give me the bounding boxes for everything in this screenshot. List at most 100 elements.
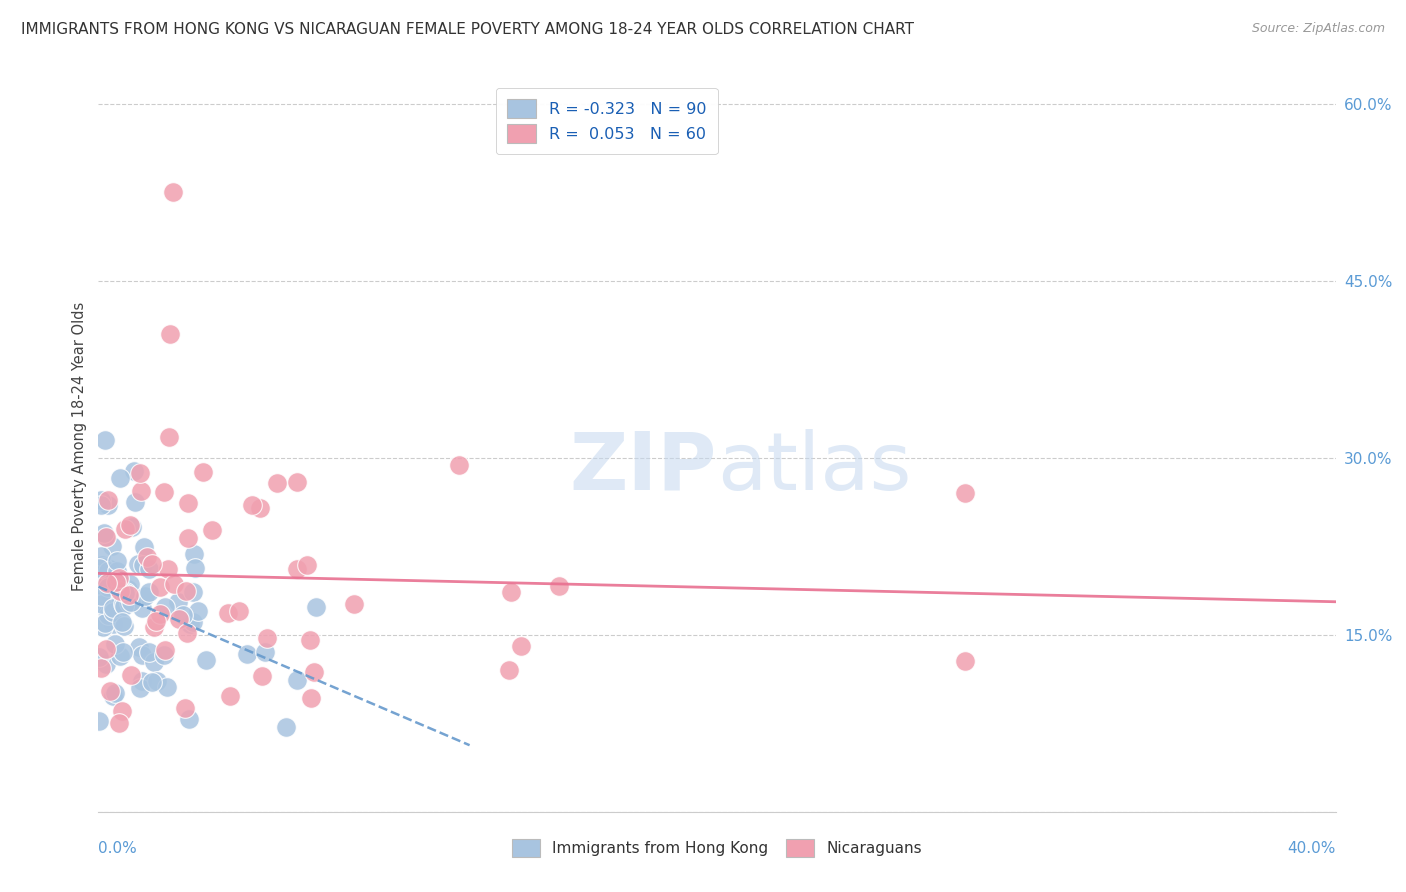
Point (167, 612, 190, 626)
Point (249, 501, 271, 516)
Point (93, 433, 115, 447)
Point (114, 586, 136, 600)
Point (236, 648, 259, 662)
Point (173, 701, 195, 715)
Point (131, 674, 153, 689)
Point (129, 466, 152, 480)
Point (183, 547, 205, 561)
Point (295, 558, 318, 572)
Point (299, 632, 322, 647)
Point (97, 580, 120, 594)
Point (90, 604, 112, 618)
Point (120, 595, 142, 609)
Point (343, 597, 366, 611)
Point (159, 326, 181, 341)
Point (953, 654, 976, 668)
Point (149, 580, 172, 594)
Text: 40.0%: 40.0% (1288, 841, 1336, 856)
Point (449, 458, 471, 472)
Point (124, 495, 146, 509)
Point (104, 686, 127, 700)
Point (153, 648, 176, 663)
Point (90, 597, 112, 611)
Point (510, 639, 533, 653)
Point (107, 571, 129, 585)
Point (111, 585, 134, 599)
Point (100, 593, 122, 607)
Point (112, 599, 135, 614)
Point (89, 561, 111, 575)
Point (90, 661, 112, 675)
Point (131, 648, 153, 662)
Point (97, 575, 120, 590)
Point (111, 615, 134, 629)
Point (120, 517, 142, 532)
Point (91, 620, 114, 634)
Point (132, 540, 155, 554)
Point (105, 564, 128, 578)
Point (97, 498, 120, 512)
Point (131, 484, 153, 499)
Point (90, 578, 112, 592)
Point (96, 657, 118, 671)
Point (177, 712, 200, 726)
Point (157, 562, 180, 576)
Point (228, 604, 250, 618)
Text: ZIP: ZIP (569, 429, 717, 507)
Point (128, 681, 150, 695)
Point (181, 585, 204, 599)
Text: Source: ZipAtlas.com: Source: ZipAtlas.com (1251, 22, 1385, 36)
Point (138, 645, 160, 659)
Point (90, 493, 112, 508)
Point (201, 523, 224, 537)
Point (155, 599, 177, 614)
Point (117, 589, 139, 603)
Point (91, 572, 114, 586)
Point (107, 716, 129, 731)
Point (121, 519, 143, 533)
Point (285, 475, 308, 489)
Point (94, 615, 117, 630)
Point (157, 430, 180, 444)
Point (100, 599, 122, 613)
Point (96, 606, 118, 620)
Point (108, 648, 131, 663)
Point (120, 668, 142, 682)
Text: 0.0%: 0.0% (98, 841, 138, 856)
Point (153, 643, 176, 657)
Point (179, 617, 201, 632)
Point (89, 650, 111, 665)
Point (110, 584, 132, 599)
Point (141, 557, 163, 571)
Point (103, 601, 125, 615)
Point (299, 690, 322, 705)
Point (94, 530, 117, 544)
Point (112, 598, 135, 612)
Point (107, 572, 129, 586)
Point (132, 558, 155, 573)
Point (104, 637, 127, 651)
Point (128, 640, 150, 655)
Point (101, 539, 124, 553)
Point (256, 631, 278, 645)
Point (149, 607, 172, 621)
Point (153, 485, 176, 500)
Point (89, 714, 111, 729)
Point (91, 559, 114, 574)
Point (117, 582, 139, 596)
Point (90, 589, 112, 603)
Point (145, 614, 167, 628)
Point (112, 619, 135, 633)
Point (118, 576, 141, 591)
Point (146, 673, 169, 688)
Point (138, 562, 160, 576)
Point (193, 465, 215, 479)
Point (131, 601, 153, 615)
Text: atlas: atlas (717, 429, 911, 507)
Point (90, 549, 112, 563)
Point (274, 720, 297, 734)
Point (266, 475, 288, 490)
Text: IMMIGRANTS FROM HONG KONG VS NICARAGUAN FEMALE POVERTY AMONG 18-24 YEAR OLDS COR: IMMIGRANTS FROM HONG KONG VS NICARAGUAN … (21, 22, 914, 37)
Point (101, 617, 124, 632)
Point (90, 498, 112, 512)
